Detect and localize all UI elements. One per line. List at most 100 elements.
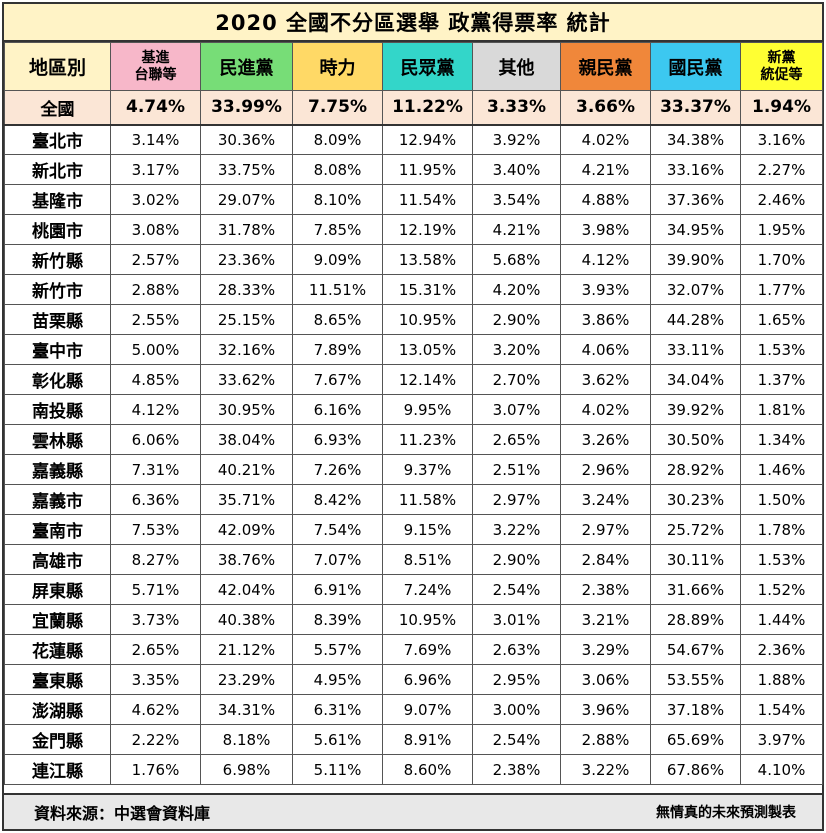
value-cell: 2.46% [740, 184, 823, 215]
value-cell: 1.34% [740, 424, 823, 455]
value-cell: 2.97% [472, 484, 561, 515]
region-cell: 彰化縣 [4, 364, 111, 395]
value-cell: 3.02% [110, 184, 201, 215]
value-cell: 3.40% [472, 154, 561, 185]
value-cell: 5.71% [110, 574, 201, 605]
value-cell: 1.70% [740, 244, 823, 275]
value-cell: 5.68% [472, 244, 561, 275]
value-cell: 1.94% [740, 90, 823, 126]
value-cell: 30.50% [650, 424, 741, 455]
region-cell: 屏東縣 [4, 574, 111, 605]
value-cell: 31.66% [650, 574, 741, 605]
value-cell: 3.97% [740, 724, 823, 755]
value-cell: 30.23% [650, 484, 741, 515]
region-cell: 高雄市 [4, 544, 111, 575]
value-cell: 3.22% [560, 754, 651, 785]
value-cell: 10.95% [382, 604, 473, 635]
value-cell: 9.07% [382, 694, 473, 725]
value-cell: 30.95% [200, 394, 293, 425]
table-row: 桃園市 3.08% 31.78% 7.85% 12.19% 4.21% 3.98% 34.95… [4, 214, 823, 245]
value-cell: 2.95% [472, 664, 561, 695]
value-cell: 2.65% [110, 634, 201, 665]
value-cell: 32.16% [200, 334, 293, 365]
region-cell: 澎湖縣 [4, 694, 111, 725]
column-header: 國民黨 [650, 42, 741, 91]
value-cell: 25.72% [650, 514, 741, 545]
value-cell: 2.97% [560, 514, 651, 545]
value-cell: 5.11% [292, 754, 383, 785]
value-cell: 11.22% [382, 90, 473, 126]
value-cell: 8.91% [382, 724, 473, 755]
column-header: 其他 [472, 42, 561, 91]
value-cell: 6.98% [200, 754, 293, 785]
table-body: 全國 4.74% 33.99% 7.75% 11.22% 3.33% 3.66% 33.37%… [4, 90, 823, 785]
value-cell: 37.18% [650, 694, 741, 725]
value-cell: 2.84% [560, 544, 651, 575]
value-cell: 5.57% [292, 634, 383, 665]
value-cell: 33.37% [650, 90, 741, 126]
value-cell: 4.02% [560, 124, 651, 155]
value-cell: 3.20% [472, 334, 561, 365]
table-row: 雲林縣 6.06% 38.04% 6.93% 11.23% 2.65% 3.26% 30.50… [4, 424, 823, 455]
value-cell: 7.69% [382, 634, 473, 665]
column-header: 親民黨 [560, 42, 651, 91]
value-cell: 5.00% [110, 334, 201, 365]
region-cell: 苗栗縣 [4, 304, 111, 335]
region-cell: 雲林縣 [4, 424, 111, 455]
value-cell: 6.16% [292, 394, 383, 425]
value-cell: 2.90% [472, 304, 561, 335]
value-cell: 4.10% [740, 754, 823, 785]
table-row: 南投縣 4.12% 30.95% 6.16% 9.95% 3.07% 4.02% 39.92%… [4, 394, 823, 425]
value-cell: 2.55% [110, 304, 201, 335]
value-cell: 1.37% [740, 364, 823, 395]
column-header: 基進 台聯等 [110, 42, 201, 91]
value-cell: 6.06% [110, 424, 201, 455]
value-cell: 12.19% [382, 214, 473, 245]
value-cell: 30.11% [650, 544, 741, 575]
value-cell: 4.62% [110, 694, 201, 725]
value-cell: 7.07% [292, 544, 383, 575]
value-cell: 4.02% [560, 394, 651, 425]
region-cell: 嘉義縣 [4, 454, 111, 485]
value-cell: 1.44% [740, 604, 823, 635]
value-cell: 33.75% [200, 154, 293, 185]
value-cell: 2.63% [472, 634, 561, 665]
value-cell: 34.04% [650, 364, 741, 395]
value-cell: 8.42% [292, 484, 383, 515]
region-cell: 新北市 [4, 154, 111, 185]
value-cell: 3.98% [560, 214, 651, 245]
value-cell: 3.66% [560, 90, 651, 126]
region-cell: 花蓮縣 [4, 634, 111, 665]
table-row: 花蓮縣 2.65% 21.12% 5.57% 7.69% 2.63% 3.29% 54.67%… [4, 634, 823, 665]
table-row: 宜蘭縣 3.73% 40.38% 8.39% 10.95% 3.01% 3.21% 28.89… [4, 604, 823, 635]
value-cell: 2.70% [472, 364, 561, 395]
table-row: 金門縣 2.22% 8.18% 5.61% 8.91% 2.54% 2.88% 65.69% 3… [4, 724, 823, 755]
value-cell: 34.95% [650, 214, 741, 245]
value-cell: 15.31% [382, 274, 473, 305]
table-row: 澎湖縣 4.62% 34.31% 6.31% 9.07% 3.00% 3.96% 37.18%… [4, 694, 823, 725]
value-cell: 3.01% [472, 604, 561, 635]
value-cell: 1.52% [740, 574, 823, 605]
corner-header: 地區別 [4, 42, 111, 91]
value-cell: 34.31% [200, 694, 293, 725]
value-cell: 13.58% [382, 244, 473, 275]
value-cell: 7.24% [382, 574, 473, 605]
value-cell: 4.21% [560, 154, 651, 185]
value-cell: 40.21% [200, 454, 293, 485]
value-cell: 34.38% [650, 124, 741, 155]
value-cell: 65.69% [650, 724, 741, 755]
value-cell: 13.05% [382, 334, 473, 365]
value-cell: 8.18% [200, 724, 293, 755]
value-cell: 5.61% [292, 724, 383, 755]
value-cell: 44.28% [650, 304, 741, 335]
value-cell: 42.09% [200, 514, 293, 545]
value-cell: 39.90% [650, 244, 741, 275]
value-cell: 33.99% [200, 90, 293, 126]
region-cell: 臺北市 [4, 124, 111, 155]
value-cell: 3.17% [110, 154, 201, 185]
table-row: 臺中市 5.00% 32.16% 7.89% 13.05% 3.20% 4.06% 33.11… [4, 334, 823, 365]
region-cell: 金門縣 [4, 724, 111, 755]
value-cell: 2.88% [560, 724, 651, 755]
value-cell: 4.06% [560, 334, 651, 365]
